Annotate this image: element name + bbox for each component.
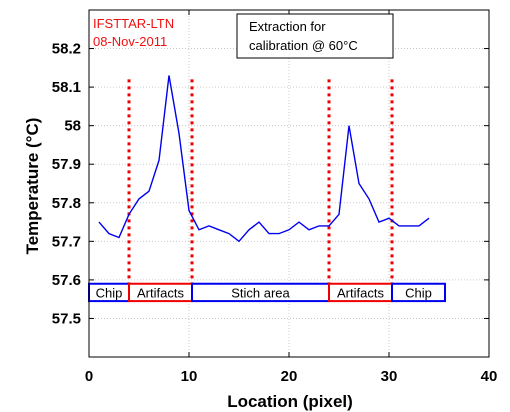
region-boxes: Chip Artifacts Stich area Artifacts Chip [88,282,446,303]
y-axis-label: Temperature (°C) [23,118,42,255]
info-box [236,13,394,59]
x-tick-label: 10 [181,368,198,385]
axis-ticks: 0 10 20 30 40 57.5 57.6 57.7 57.8 57.9 58 58.1 58.2 [52,10,498,385]
info-box-line-1: Extraction for [249,19,326,34]
info-box-line-2: calibration @ 60°C [249,38,358,53]
y-tick-label: 58 [64,118,81,135]
y-tick-label: 58.2 [52,41,81,58]
x-tick-label: 20 [281,368,298,385]
region-label: Chip [96,285,123,300]
region-box [391,282,446,303]
x-tick-label: 40 [481,368,498,385]
temperature-series-line [98,75,430,243]
series-lines [98,75,430,243]
y-tick-label: 57.9 [52,156,81,173]
y-tick-label: 57.6 [52,272,81,289]
x-axis-label: Location (pixel) [227,392,353,411]
y-tick-label: 57.8 [52,195,81,212]
region-label: Chip [405,285,432,300]
x-tick-label: 30 [381,368,398,385]
y-tick-label: 57.7 [52,233,81,250]
artifact-boundary-lines [127,79,394,302]
grid-lines [89,10,489,357]
y-tick-label: 58.1 [52,79,81,96]
y-tick-label: 57.5 [52,310,81,327]
region-label: Artifacts [337,285,384,300]
stamp-line-2: 08-Nov-2011 [93,34,167,49]
stamp-line-1: IFSTTAR-LTN [93,16,174,31]
region-label: Stich area [231,285,290,300]
x-tick-label: 0 [85,368,93,385]
region-label: Artifacts [137,285,184,300]
